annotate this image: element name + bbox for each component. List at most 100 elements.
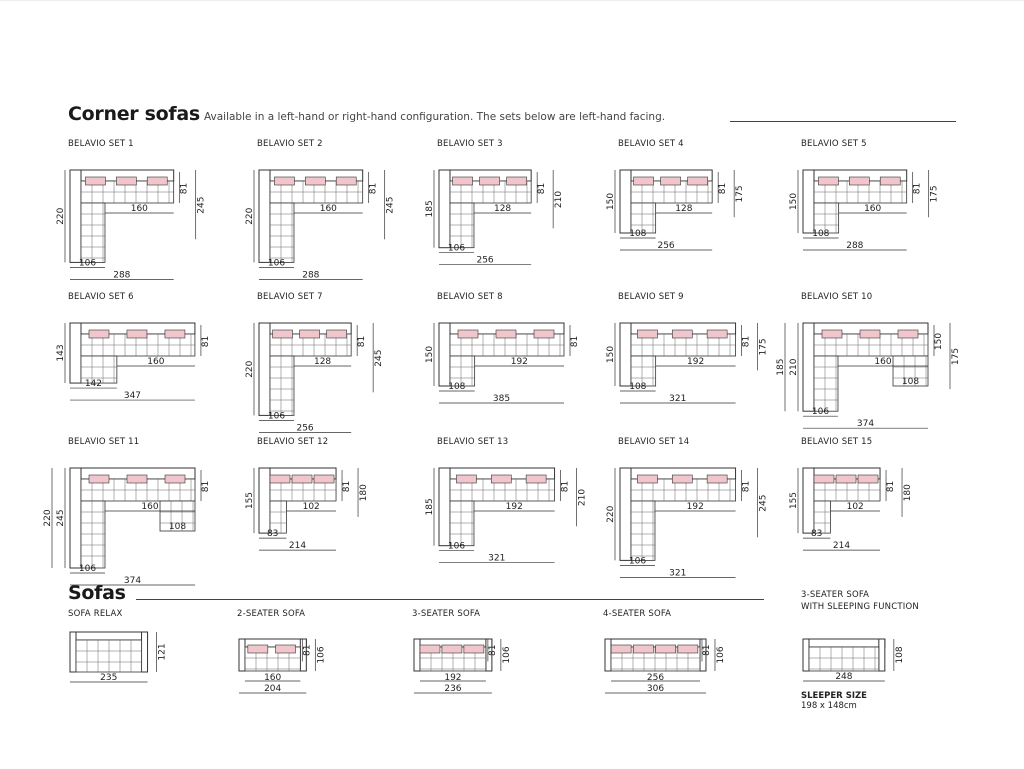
seat-width-label: 160 (320, 204, 337, 214)
total-width-label: 321 (669, 394, 686, 404)
sofas-heading: Sofas (68, 582, 126, 604)
back-depth-label: 81 (561, 481, 571, 492)
seat-width-label: 192 (687, 502, 704, 512)
backrest (619, 322, 632, 387)
chaise-width-label: 108 (812, 229, 829, 239)
total-width-label: 256 (476, 256, 493, 266)
sofa-diagram: 155 81 180 102 83 214 (245, 467, 369, 551)
cushion (706, 329, 728, 339)
total-depth-label: 180 (903, 484, 913, 501)
total-width-label: 214 (289, 541, 306, 551)
sofa-diagram: 155 81 180 102 83 214 (789, 467, 913, 551)
cushion (164, 329, 186, 339)
depth-label: 210 (789, 358, 799, 375)
armrest (238, 638, 246, 672)
backrest (69, 322, 82, 384)
cushion (660, 176, 681, 186)
depth-label: 220 (245, 207, 255, 224)
back-depth-label: 81 (742, 481, 752, 492)
back-depth-label: 81 (570, 336, 580, 347)
sofa-diagram: 108 248 (802, 638, 905, 682)
total-width-label: 374 (124, 576, 141, 586)
seat-block (80, 202, 106, 263)
seat-block (630, 202, 657, 234)
depth-label: 150 (606, 193, 616, 210)
divider (730, 121, 956, 122)
cushion (879, 176, 901, 186)
cushion (164, 474, 186, 484)
cushion (457, 329, 479, 339)
chaise-width-label: 142 (85, 379, 102, 389)
seat-block (269, 355, 295, 416)
total-width-label: 347 (124, 391, 141, 401)
cushion (633, 644, 654, 654)
seat-width-label: 102 (303, 502, 320, 512)
cushion (335, 176, 357, 186)
cushion (610, 644, 632, 654)
sleeper-size-label: SLEEPER SIZE (801, 691, 867, 701)
depth-label: 185 (425, 498, 435, 515)
depth-label: 121 (158, 643, 168, 660)
seat-width-label: 160 (264, 673, 281, 683)
set-title: BELAVIO SET 5 (801, 139, 867, 149)
set-title: BELAVIO SET 11 (68, 437, 140, 447)
cushion (274, 176, 295, 186)
depth-label: 155 (789, 492, 799, 509)
back-depth-label: 81 (742, 336, 752, 347)
total-depth-label: 245 (197, 197, 207, 214)
depth-label: 220 (43, 509, 53, 526)
total-depth-label: 175 (759, 338, 766, 355)
cushion (479, 176, 500, 186)
sofa-diagram: 185 81 210 128 106 256 (425, 169, 564, 266)
cushion (88, 329, 110, 339)
chaise-width-label: 106 (448, 542, 465, 552)
seat-width-label: 160 (874, 357, 891, 367)
cushion (821, 329, 843, 339)
total-width-label: 256 (296, 423, 313, 433)
chaise-width-label: 106 (268, 258, 285, 268)
total-depth-label: 210 (554, 191, 564, 208)
cushion (897, 329, 919, 339)
seat-block (159, 500, 196, 532)
cushion (116, 176, 137, 186)
back-depth-label: 81 (342, 481, 352, 492)
backrest (69, 631, 149, 641)
sofa-diagram: 220 81 245 128 106 256 (245, 322, 384, 433)
back-depth-label: 81 (702, 644, 712, 655)
backrest (69, 467, 82, 569)
cushion (419, 644, 441, 654)
depth-label: 220 (606, 505, 616, 522)
depth-label: 150 (789, 193, 799, 210)
total-width-label: 256 (657, 241, 674, 251)
cushion (671, 474, 693, 484)
backrest (438, 322, 451, 387)
sleeper-size-note: SLEEPER SIZE 198 x 148cm (801, 691, 867, 711)
seat-width-label: 192 (444, 673, 461, 683)
set-title: BELAVIO SET 14 (618, 437, 690, 447)
seat-block (813, 500, 831, 534)
cushion (857, 474, 879, 484)
cushion (126, 474, 148, 484)
back-depth-label: 81 (488, 644, 498, 655)
cushion (326, 329, 347, 339)
cushion (305, 176, 326, 186)
backrest (802, 322, 815, 412)
sofa-diagram: 150 81 175 192 108 321 (606, 322, 766, 404)
cushion (275, 644, 296, 654)
total-depth-label: 175 (930, 185, 940, 202)
corner-sofas-heading: Corner sofas Available in a left-hand or … (68, 103, 666, 125)
cushion (495, 329, 517, 339)
total-width-label: 306 (647, 684, 664, 694)
cushion (126, 329, 148, 339)
total-width-label: 236 (444, 684, 461, 694)
cushion (146, 176, 168, 186)
sofa-diagram: 220 81 245 160 106 288 (245, 169, 396, 280)
seat-block (808, 646, 880, 672)
cushion (525, 474, 547, 484)
set-title: BELAVIO SET 12 (257, 437, 329, 447)
seat-block (813, 202, 840, 234)
sofa-diagram: 185 81 210 192 106 321 (425, 467, 585, 564)
sofa-diagram: 150 81 175 160 108 288 (789, 169, 940, 251)
